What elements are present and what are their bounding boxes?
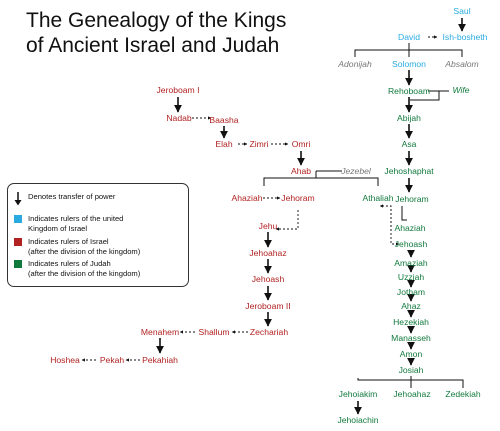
- ruler-hezekiah: Hezekiah: [393, 317, 429, 327]
- ruler-jehoahaz-judah: Jehoahaz: [393, 389, 431, 399]
- family-line-9: [401, 206, 407, 221]
- ruler-nadab: Nadab: [166, 113, 192, 123]
- legend-row-israel: Indicates rulers of Israel (after the di…: [14, 237, 140, 256]
- legend-row-transfer: Denotes transfer of power: [14, 192, 115, 206]
- person-adonijah: Adonijah: [338, 59, 372, 69]
- person-jezebel: Jezebel: [341, 166, 371, 176]
- title-line-1: The Genealogy of the Kings: [26, 9, 287, 32]
- ruler-zedekiah: Zedekiah: [445, 389, 481, 399]
- legend-transfer-label: Denotes transfer of power: [28, 192, 116, 201]
- ruler-abijah: Abijah: [397, 113, 421, 123]
- down-arrow-icon: [14, 192, 22, 206]
- judah-swatch-icon: [14, 260, 22, 268]
- legend-judah-label: Indicates rulers of Judah (after the div…: [28, 259, 141, 278]
- ruler-rehoboam: Rehoboam: [387, 86, 431, 96]
- family-line-3: [410, 91, 440, 101]
- ruler-jehoash-judah: Jehoash: [394, 239, 428, 249]
- ruler-athaliah: Athaliah: [362, 193, 394, 203]
- ruler-ahaz: Ahaz: [401, 301, 421, 311]
- ruler-jehoahaz-israel: Jehoahaz: [249, 248, 287, 258]
- legend-row-united: Indicates rulers of the united Kingdom o…: [14, 214, 123, 233]
- ruler-ahab: Ahab: [290, 166, 312, 176]
- legend-united-label: Indicates rulers of the united Kingdom o…: [28, 214, 124, 233]
- dashed-transfer-arrow-11: [390, 209, 400, 246]
- ruler-jehoiakim: Jehoiakim: [338, 389, 378, 399]
- ruler-zechariah: Zechariah: [249, 327, 289, 337]
- ruler-asa: Asa: [401, 139, 417, 149]
- israel-swatch-icon: [14, 238, 22, 246]
- ruler-zimri: Zimri: [249, 139, 269, 149]
- legend-row-judah: Indicates rulers of Judah (after the div…: [14, 259, 140, 278]
- diagram-title: The Genealogy of the Kings of Ancient Is…: [26, 8, 286, 58]
- ruler-manasseh: Manasseh: [391, 333, 431, 343]
- ruler-shallum: Shallum: [198, 327, 230, 337]
- ruler-jehoram-israel: Jehoram: [281, 193, 315, 203]
- united-swatch-icon: [14, 215, 22, 223]
- ruler-ahaziah-israel: Ahaziah: [231, 193, 263, 203]
- ruler-elah: Elah: [215, 139, 233, 149]
- ruler-baasha: Baasha: [209, 115, 239, 125]
- family-line-4: [263, 177, 379, 186]
- ruler-pekahiah: Pekahiah: [142, 355, 178, 365]
- ruler-pekah: Pekah: [99, 355, 125, 365]
- ruler-jehoash-israel: Jehoash: [251, 274, 285, 284]
- ruler-jeroboam-ii: Jeroboam II: [245, 301, 291, 311]
- ruler-omri: Omri: [291, 139, 311, 149]
- ruler-amaziah: Amaziah: [394, 258, 428, 268]
- dashed-transfer-arrow-9: [275, 210, 299, 231]
- legend-israel-label: Indicates rulers of Israel (after the di…: [28, 237, 141, 256]
- ruler-ish-bosheth: Ish-bosheth: [442, 32, 488, 42]
- legend-box: Denotes transfer of power Indicates rule…: [7, 183, 189, 287]
- dashed-transfer-arrow-10: [379, 204, 392, 231]
- ruler-josiah: Josiah: [398, 365, 424, 375]
- ruler-menahem: Menahem: [140, 327, 180, 337]
- person-wife: Wife: [452, 85, 470, 95]
- person-absalom: Absalom: [445, 59, 479, 69]
- ruler-jeroboam-i: Jeroboam I: [156, 85, 200, 95]
- ruler-ahaziah-judah: Ahaziah: [394, 223, 426, 233]
- ruler-jehoshaphat: Jehoshaphat: [384, 166, 434, 176]
- title-line-2: of Ancient Israel and Judah: [26, 34, 280, 57]
- ruler-david: David: [398, 32, 420, 42]
- ruler-jehoram-judah: Jehoram: [395, 194, 429, 204]
- ruler-jehu: Jehu: [258, 221, 278, 231]
- ruler-saul: Saul: [453, 6, 471, 16]
- ruler-uzziah: Uzziah: [397, 272, 425, 282]
- ruler-amon: Amon: [399, 349, 423, 359]
- ruler-hoshea: Hoshea: [50, 355, 80, 365]
- ruler-jotham: Jotham: [396, 287, 426, 297]
- ruler-solomon: Solomon: [392, 59, 426, 69]
- ruler-jehoiachin: Jehoiachin: [337, 415, 379, 425]
